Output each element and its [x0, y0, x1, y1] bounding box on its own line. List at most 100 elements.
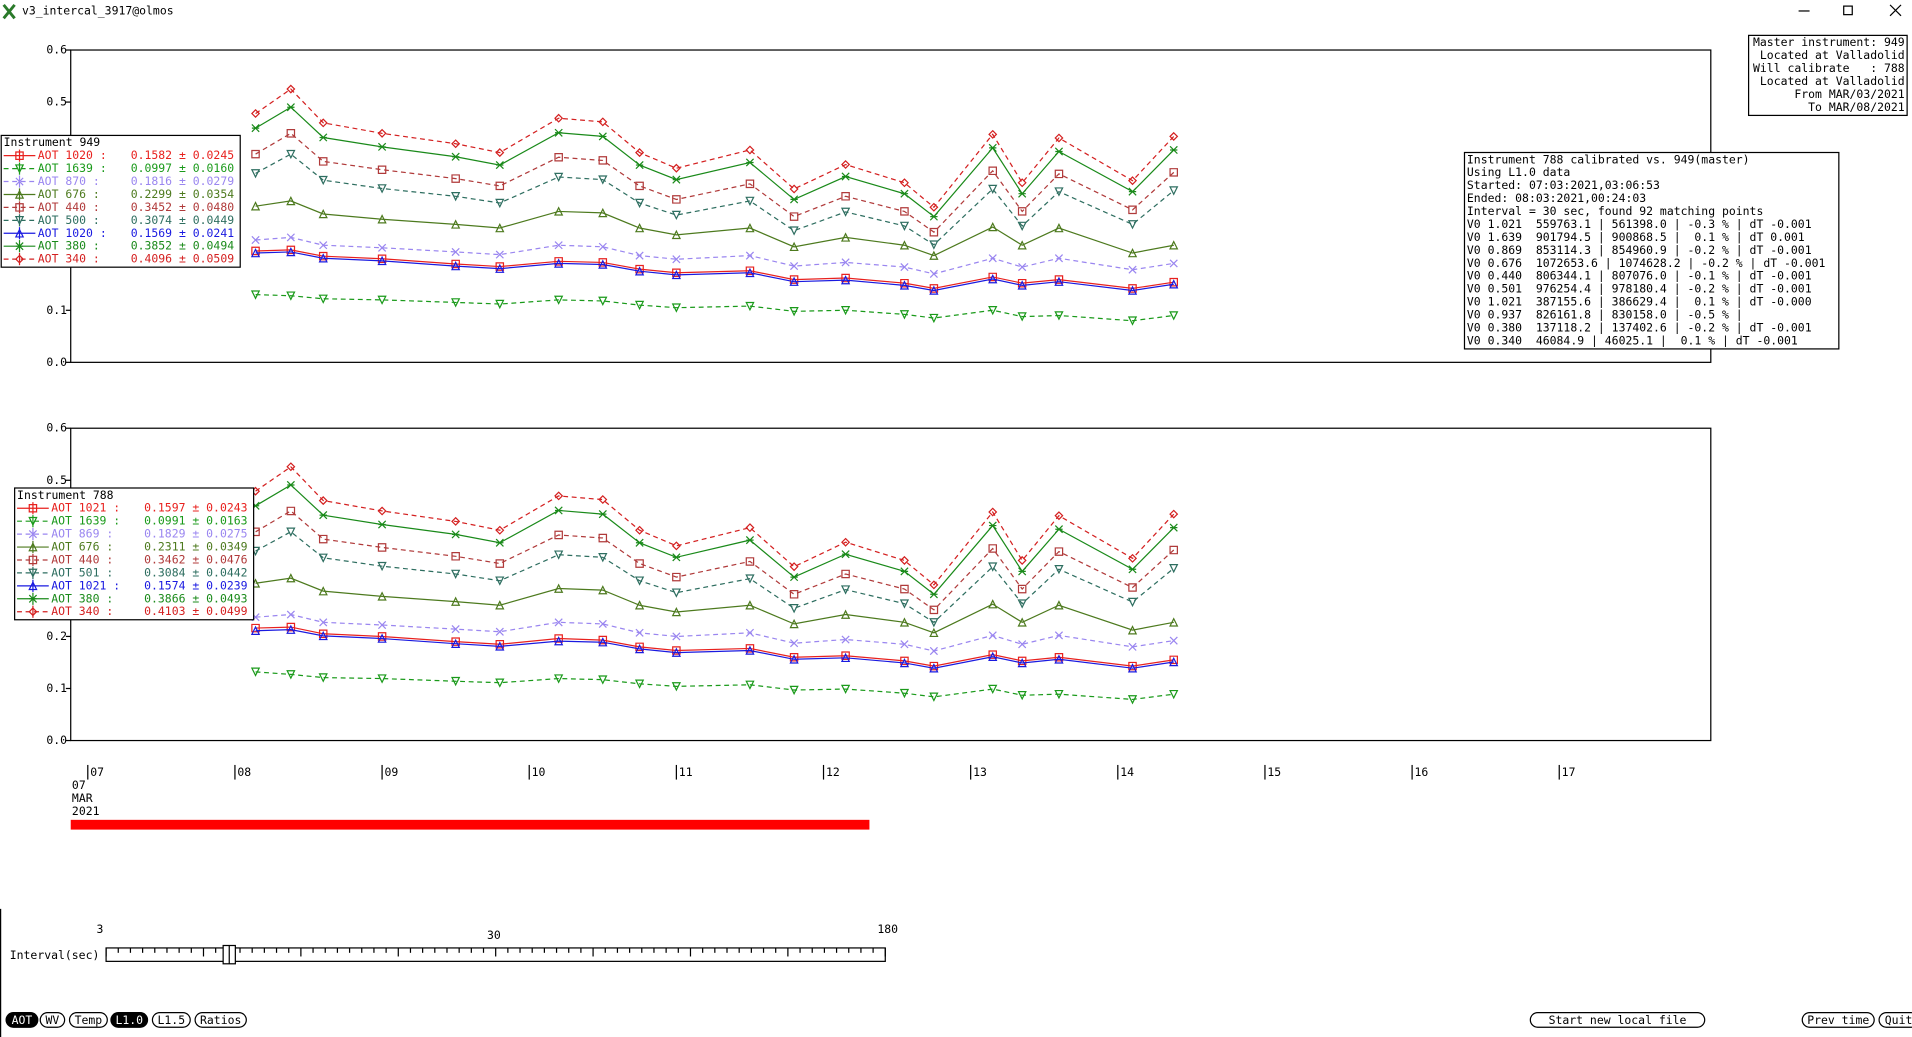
mode-button[interactable] — [5, 1011, 39, 1028]
calibration-line: V0 0.440 806344.1 | 807076.0 | -0.1 % | … — [1467, 269, 1812, 284]
data-point — [988, 274, 998, 284]
data-point — [377, 632, 387, 641]
data-point — [451, 516, 461, 526]
data-point — [1017, 178, 1027, 188]
data-point — [671, 210, 682, 221]
data-point — [1017, 207, 1027, 216]
legend-summary: 0.2299 ± 0.0354 — [131, 187, 235, 201]
data-point — [451, 261, 461, 271]
x-tick-label: 07 — [90, 765, 104, 779]
data-point — [929, 285, 939, 295]
action-button-label[interactable]: Prev time — [1807, 1013, 1869, 1027]
data-point — [1054, 511, 1064, 521]
data-point — [1054, 187, 1064, 197]
y-tick-label: 0.5 — [46, 95, 67, 109]
legend-name: AOT 500 : — [38, 213, 100, 227]
action-button[interactable] — [1878, 1011, 1912, 1028]
legend-title: Instrument 949 — [4, 135, 101, 149]
data-point — [554, 530, 563, 540]
data-point — [841, 635, 850, 644]
master-info-line: Master instrument: 949 — [1753, 35, 1905, 49]
mode-button[interactable] — [68, 1011, 108, 1028]
series-line — [255, 88, 1175, 209]
legend-summary: 0.4103 ± 0.0499 — [144, 604, 248, 618]
data-point — [377, 254, 387, 264]
data-point — [841, 160, 851, 170]
action-button[interactable] — [1529, 1011, 1706, 1028]
data-point — [451, 192, 461, 202]
mode-button-label[interactable]: L1.5 — [158, 1013, 186, 1027]
data-point — [1127, 285, 1138, 295]
data-point — [286, 103, 295, 112]
mode-button[interactable] — [110, 1011, 149, 1028]
data-point — [988, 254, 997, 263]
data-point — [672, 553, 681, 562]
data-point — [318, 157, 328, 166]
legend-summary: 0.0991 ± 0.0163 — [144, 514, 248, 528]
data-point — [988, 650, 998, 659]
data-point — [495, 250, 504, 259]
data-point — [1128, 176, 1138, 186]
data-point — [1054, 525, 1064, 534]
data-point — [495, 263, 505, 273]
data-point — [789, 276, 799, 286]
data-point — [899, 617, 910, 627]
legend-summary: 0.3866 ± 0.0493 — [144, 591, 248, 605]
data-point — [988, 507, 998, 517]
legend-marker — [14, 228, 25, 238]
calibration-line: V0 0.501 976254.4 | 978180.4 | -0.2 % | … — [1467, 282, 1812, 297]
data-point — [1128, 583, 1137, 592]
action-button-label[interactable]: Start new local file — [1549, 1013, 1687, 1027]
data-point — [988, 631, 997, 640]
data-point — [1054, 547, 1064, 556]
data-point — [1169, 523, 1178, 532]
data-point — [929, 692, 939, 702]
calibration-line: V0 0.676 1072653.6 | 1074628.2 | -0.2 % … — [1467, 256, 1826, 271]
legend-marker — [15, 242, 24, 251]
mode-button-label[interactable]: Ratios — [200, 1013, 241, 1027]
action-button[interactable] — [1801, 1011, 1875, 1028]
mode-button[interactable] — [39, 1011, 66, 1028]
mode-button[interactable] — [194, 1011, 247, 1028]
data-point — [554, 295, 564, 305]
mode-button[interactable] — [151, 1011, 191, 1028]
data-point — [635, 559, 644, 568]
data-point — [451, 552, 460, 561]
data-point — [318, 253, 328, 263]
data-point — [451, 298, 461, 308]
data-point — [929, 627, 939, 638]
data-point — [495, 198, 505, 209]
data-point — [745, 266, 755, 275]
legend-name: AOT 1639 : — [38, 161, 107, 175]
legend-marker — [14, 189, 25, 199]
legend-summary: 0.1829 ± 0.0275 — [144, 527, 247, 541]
close-button[interactable] — [1889, 4, 1902, 17]
data-point — [1169, 655, 1178, 665]
mode-button-label[interactable]: WV — [46, 1013, 60, 1027]
data-point — [671, 229, 682, 240]
title-bar: v3_intercal_3917@olmos — [2, 3, 1902, 20]
data-point — [1127, 220, 1138, 230]
data-point — [377, 633, 387, 643]
data-point — [1017, 657, 1027, 668]
mode-button-label[interactable]: AOT — [12, 1013, 33, 1027]
restore-button[interactable] — [1843, 5, 1853, 16]
data-point — [319, 511, 328, 520]
data-point — [319, 241, 328, 250]
legend-summary: 0.2311 ± 0.0349 — [144, 540, 248, 554]
data-point — [598, 533, 608, 543]
data-point — [286, 84, 296, 94]
action-button-label[interactable]: Quit — [1885, 1013, 1912, 1027]
mode-button-label[interactable]: L1.0 — [115, 1013, 143, 1027]
legend-marker — [28, 594, 38, 603]
data-point — [598, 510, 607, 519]
data-point — [1054, 169, 1064, 179]
series-line — [255, 531, 1175, 624]
series-line — [255, 249, 1174, 290]
mode-button-label[interactable]: Temp — [75, 1013, 103, 1027]
series-line — [255, 613, 1174, 652]
calibration-box — [1463, 151, 1840, 350]
data-point — [1018, 189, 1027, 198]
data-point — [554, 241, 563, 250]
data-point — [598, 175, 608, 185]
